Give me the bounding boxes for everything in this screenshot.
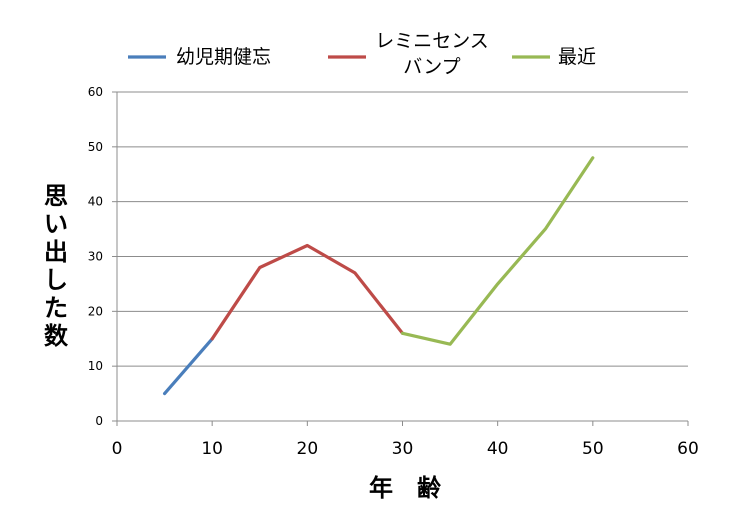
x-tick-labels: 0 10 20 30 40 50 60 bbox=[112, 439, 699, 459]
y-tick-labels: 0 10 20 30 40 50 60 bbox=[88, 85, 103, 428]
y-tick-label: 50 bbox=[88, 140, 103, 154]
x-axis-title: 年 齢 bbox=[369, 474, 442, 502]
y-tick-label: 10 bbox=[88, 359, 103, 373]
y-tick-label: 20 bbox=[88, 304, 103, 318]
legend-label-3: 最近 bbox=[558, 46, 596, 68]
series-line-1 bbox=[163, 337, 214, 396]
series-lines bbox=[163, 156, 595, 396]
x-tick-label: 60 bbox=[677, 439, 699, 459]
y-tick-label: 30 bbox=[88, 250, 103, 264]
x-tick-label: 20 bbox=[297, 439, 319, 459]
legend-label-1: 幼児期健忘 bbox=[176, 46, 271, 68]
legend: 幼児期健忘 レミニセンスバンプ 最近 bbox=[128, 30, 596, 78]
series-line-3 bbox=[400, 156, 595, 346]
x-tick-label: 50 bbox=[582, 439, 604, 459]
x-tick-label: 40 bbox=[487, 439, 509, 459]
gridlines bbox=[112, 91, 688, 422]
y-tick-label: 40 bbox=[88, 195, 103, 209]
series-line-2 bbox=[210, 243, 405, 341]
y-tick-label: 0 bbox=[95, 414, 103, 428]
y-tick-label: 60 bbox=[88, 85, 103, 99]
x-tick-label: 10 bbox=[201, 439, 223, 459]
y-axis-title-text: 思い出した数 bbox=[44, 182, 69, 350]
y-axis-title: 思い出した数 bbox=[44, 182, 69, 350]
axes bbox=[116, 92, 689, 426]
legend-label-2: レミニセンスバンプ bbox=[375, 30, 489, 78]
x-tick-label: 30 bbox=[392, 439, 414, 459]
x-tick-label: 0 bbox=[112, 439, 123, 459]
